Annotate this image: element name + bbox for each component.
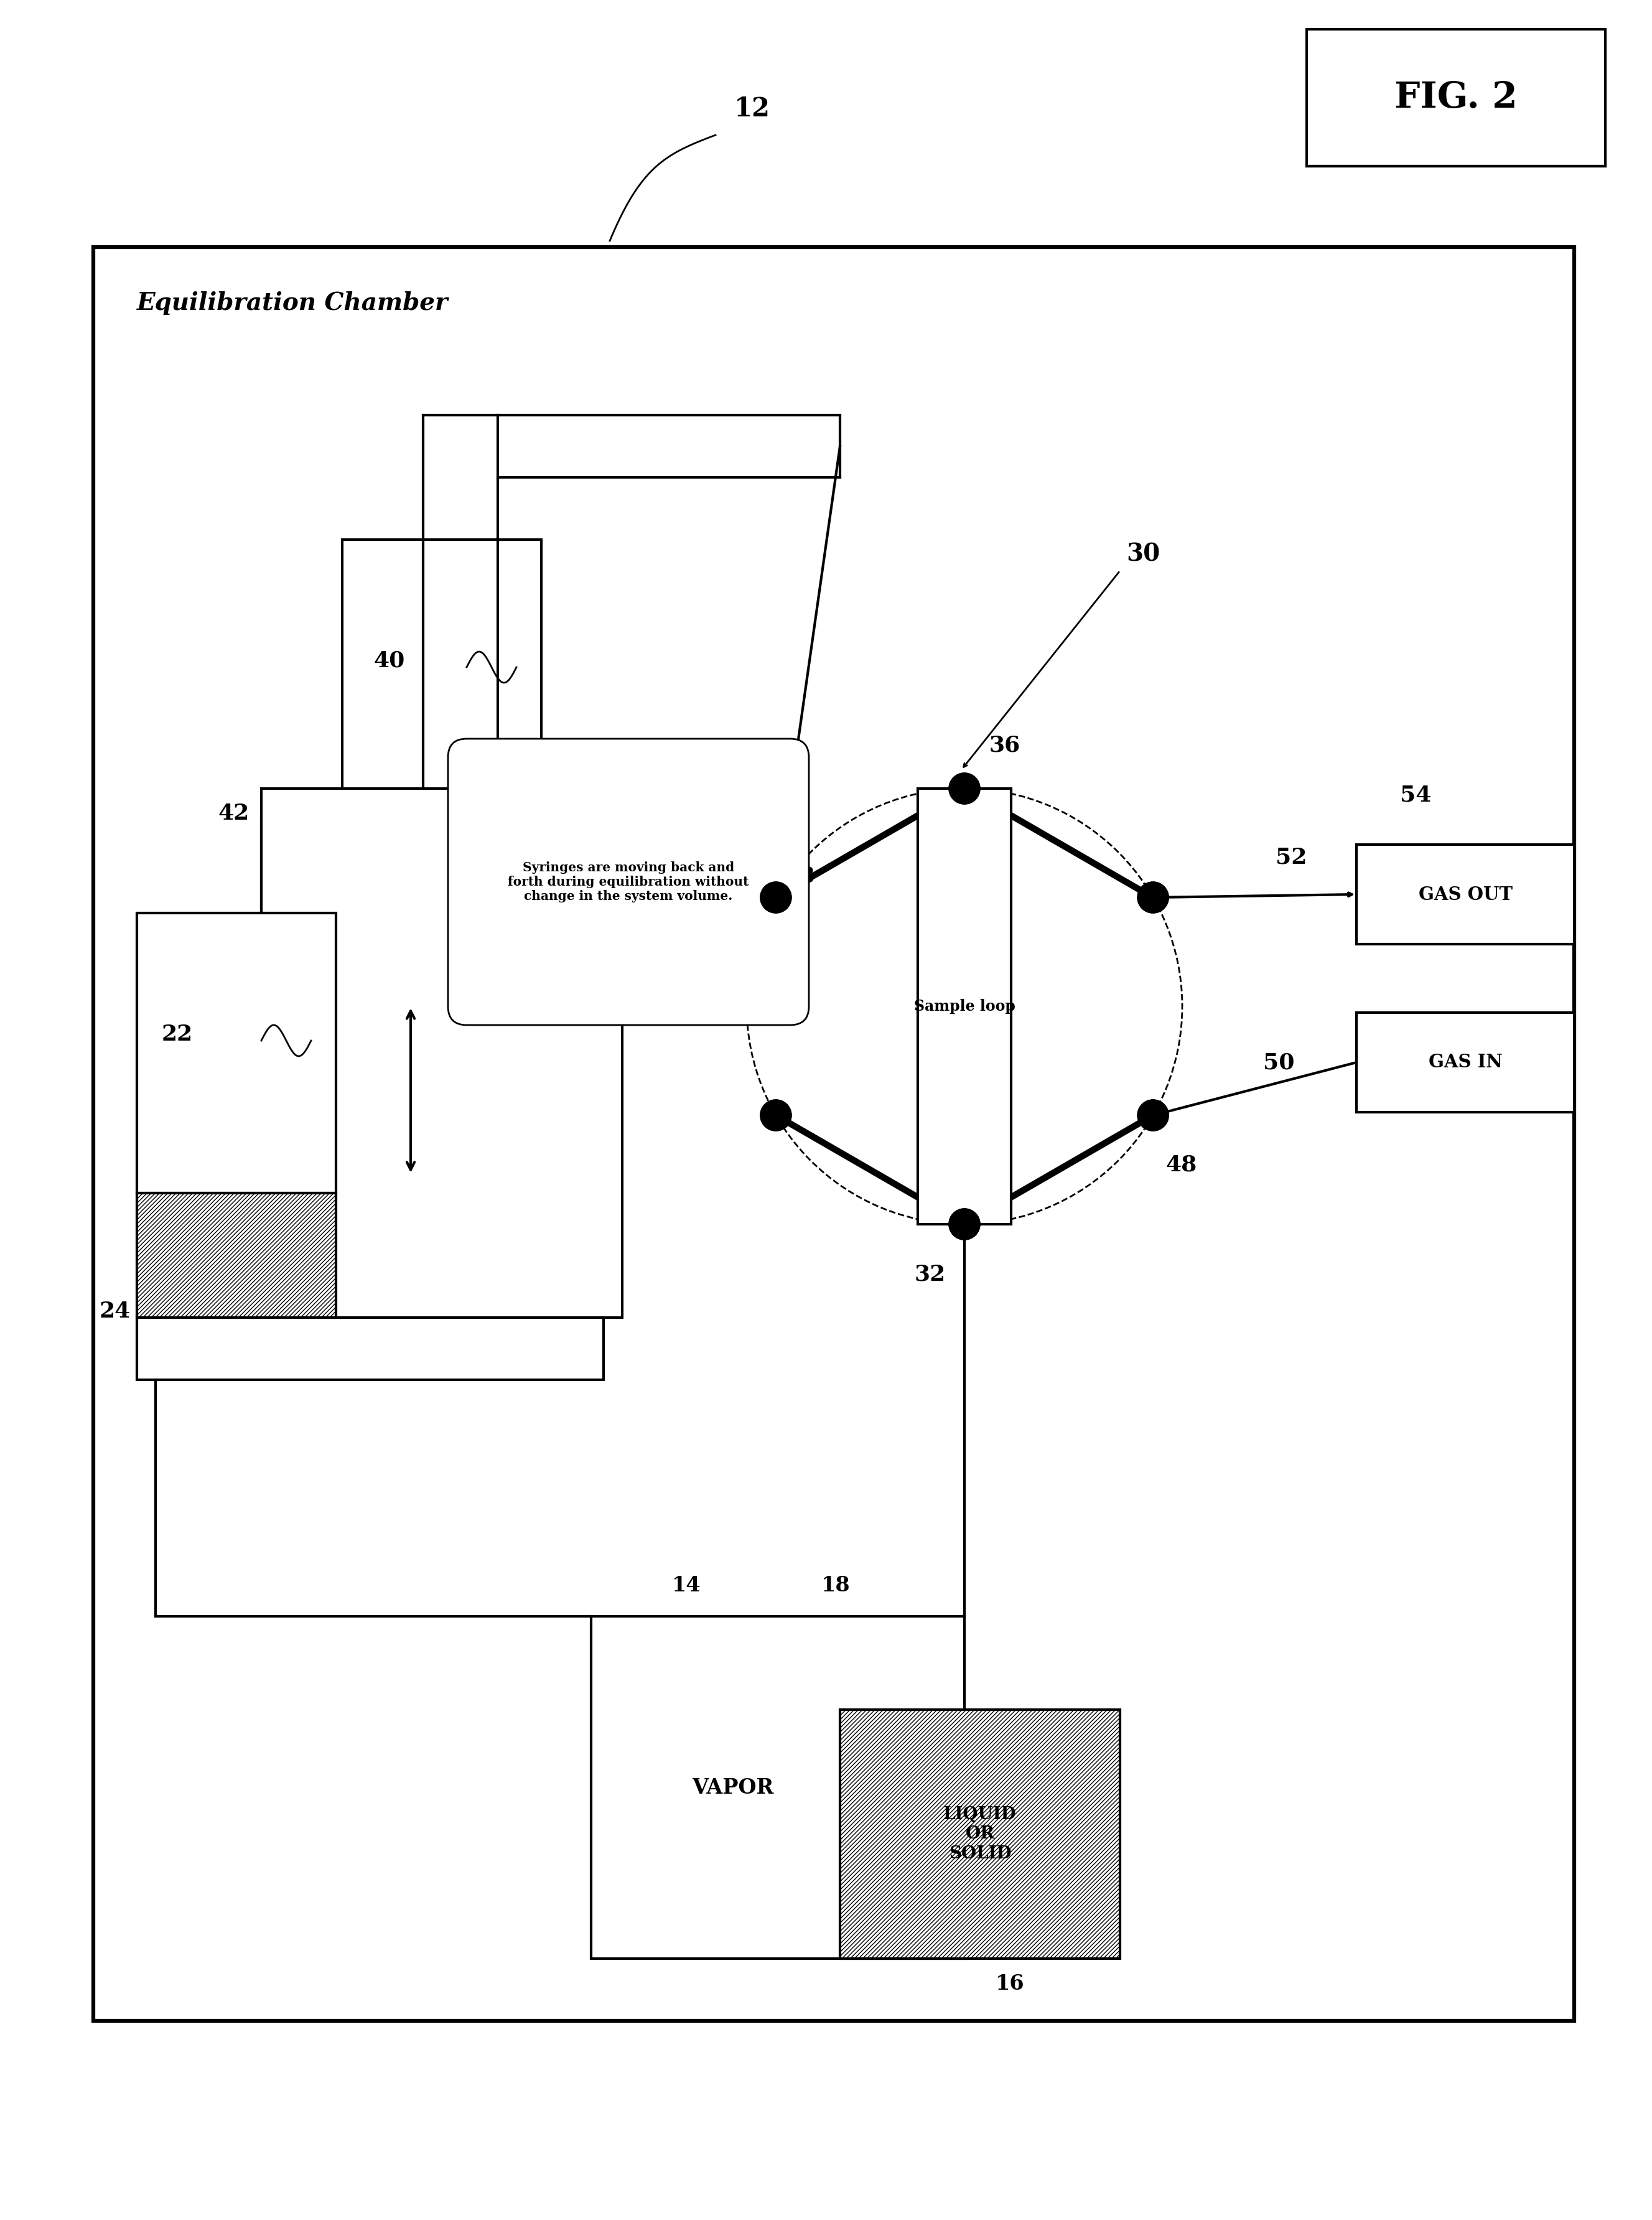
Text: 36: 36 <box>990 735 1021 755</box>
Text: FIG. 2: FIG. 2 <box>1394 80 1518 115</box>
Text: GAS OUT: GAS OUT <box>1419 886 1512 904</box>
FancyBboxPatch shape <box>448 739 809 1026</box>
Bar <box>137 1316 603 1381</box>
Circle shape <box>948 1208 980 1239</box>
Text: 52: 52 <box>1275 846 1307 868</box>
Bar <box>342 539 542 819</box>
Bar <box>919 788 1011 1223</box>
Text: VAPOR: VAPOR <box>692 1778 773 1798</box>
Text: 38: 38 <box>695 861 727 884</box>
Circle shape <box>948 1208 980 1239</box>
Circle shape <box>948 773 980 804</box>
Bar <box>261 819 623 943</box>
Bar <box>839 1709 1120 1958</box>
Bar <box>373 943 517 1192</box>
Bar <box>1356 1012 1574 1112</box>
Text: 28: 28 <box>785 866 816 886</box>
Bar <box>1307 29 1606 166</box>
Text: 48: 48 <box>1166 1154 1196 1177</box>
Text: 32: 32 <box>915 1263 947 1285</box>
Circle shape <box>1138 1099 1168 1130</box>
Bar <box>93 246 1574 2020</box>
Text: 18: 18 <box>821 1576 851 1596</box>
Bar <box>137 912 335 1192</box>
Text: Syringes are moving back and
forth during equilibration without
change in the sy: Syringes are moving back and forth durin… <box>507 861 748 904</box>
Circle shape <box>760 1099 791 1130</box>
Text: 30: 30 <box>1127 542 1160 566</box>
Text: 24: 24 <box>99 1301 131 1321</box>
Bar <box>261 788 623 1316</box>
Circle shape <box>760 881 791 912</box>
Text: 34: 34 <box>639 912 671 932</box>
Circle shape <box>747 788 1183 1223</box>
Text: 16: 16 <box>996 1974 1024 1994</box>
Text: Equilibration Chamber: Equilibration Chamber <box>137 291 448 315</box>
Text: LIQUID
OR
SOLID: LIQUID OR SOLID <box>943 1807 1016 1863</box>
Circle shape <box>760 881 791 912</box>
Text: 12: 12 <box>733 95 770 122</box>
Circle shape <box>948 773 980 804</box>
Text: 50: 50 <box>1264 1052 1295 1072</box>
Circle shape <box>760 1099 791 1130</box>
Text: Sample loop: Sample loop <box>914 999 1014 1015</box>
Circle shape <box>1138 881 1168 912</box>
Text: GAS IN: GAS IN <box>1429 1052 1502 1072</box>
Text: 54: 54 <box>1399 784 1431 806</box>
Bar <box>591 1616 965 1958</box>
Circle shape <box>1138 1099 1168 1130</box>
Text: 42: 42 <box>218 804 249 824</box>
Bar <box>137 1192 335 1316</box>
Text: 40: 40 <box>373 650 405 670</box>
Text: 14: 14 <box>672 1576 700 1596</box>
Bar <box>1356 844 1574 943</box>
Circle shape <box>1138 881 1168 912</box>
Text: 22: 22 <box>162 1023 193 1046</box>
